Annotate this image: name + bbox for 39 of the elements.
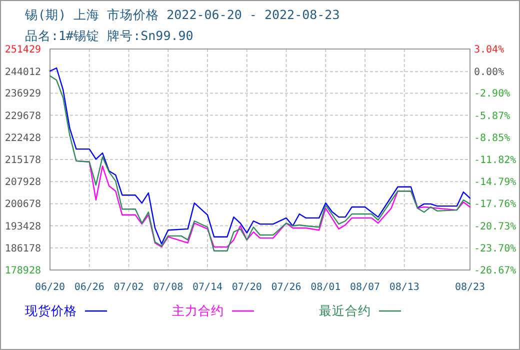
y2-tick-label: -11.82% <box>474 155 516 166</box>
x-tick-label: 06/20 <box>34 282 66 293</box>
x-tick-label: 08/01 <box>310 282 341 293</box>
x-tick-label: 07/14 <box>192 282 223 293</box>
y-tick-label: 251429 <box>4 44 41 56</box>
legend-label: 主力合约 <box>172 303 224 318</box>
y-tick-label: 193428 <box>4 221 41 232</box>
y-tick-label: 236929 <box>4 88 41 100</box>
y2-tick-label: -8.85% <box>474 132 510 144</box>
y-tick-label: 215178 <box>4 155 41 166</box>
y2-tick-label: -17.76% <box>474 199 516 210</box>
chart-title: 锡(期) 上海 市场价格 2022-06-20 - 2022-08-23 <box>24 7 340 22</box>
y2-tick-label: -26.67% <box>474 266 516 276</box>
legend-label: 最近合约 <box>319 303 371 318</box>
y2-tick-label: -23.70% <box>474 243 516 254</box>
x-tick-label: 08/13 <box>389 282 420 293</box>
y-tick-label: 244012 <box>4 67 41 78</box>
chart-subtitle: 品名:1#锡锭 牌号:Sn99.90 <box>25 28 194 43</box>
y2-tick-label: 3.04% <box>474 44 504 56</box>
y-tick-label: 200678 <box>4 199 41 210</box>
y2-tick-label: -5.87% <box>474 110 510 122</box>
x-tick-label: 07/20 <box>232 282 262 293</box>
y-tick-label: 207928 <box>4 177 41 188</box>
y2-tick-label: -2.90% <box>474 88 510 100</box>
y-tick-label: 186178 <box>4 243 41 254</box>
y2-tick-label: 0.00% <box>474 67 504 78</box>
y-tick-label: 222428 <box>4 132 41 144</box>
x-tick-label: 08/07 <box>350 282 380 293</box>
x-tick-label: 06/26 <box>74 282 104 293</box>
x-tick-label: 07/08 <box>153 282 184 293</box>
x-tick-label: 08/23 <box>454 282 486 293</box>
line-series <box>76 160 471 248</box>
y-tick-label: 229678 <box>4 110 41 122</box>
legend-label: 现货价格 <box>25 303 77 318</box>
x-tick-label: 07/02 <box>114 282 144 293</box>
y2-tick-label: -14.79% <box>474 177 516 188</box>
y-tick-label: 178928 <box>4 266 41 276</box>
x-tick-label: 07/26 <box>271 282 302 293</box>
y2-tick-label: -20.73% <box>474 221 516 232</box>
